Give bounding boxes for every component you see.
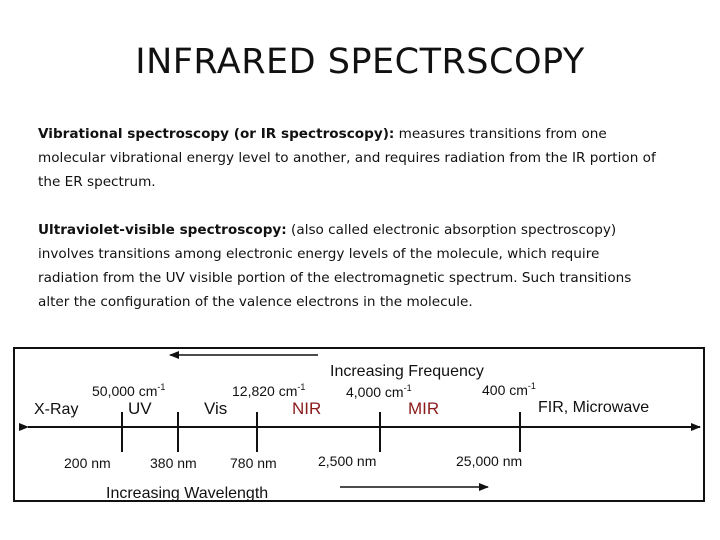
wavelength-380nm: 380 nm <box>150 455 197 471</box>
increasing-wavelength-label: Increasing Wavelength <box>106 485 268 502</box>
region-uv: UV <box>128 399 152 418</box>
uv-vis-term: Ultraviolet-visible spectroscopy: <box>38 222 287 238</box>
wavenumber-4000: 4,000 cm-1 <box>346 383 412 400</box>
increasing-frequency-label: Increasing Frequency <box>330 363 484 380</box>
wavenumber-400: 400 cm-1 <box>482 381 536 398</box>
wavelength-2500nm: 2,500 nm <box>318 453 376 469</box>
vibrational-paragraph: Vibrational spectroscopy (or IR spectros… <box>38 122 658 194</box>
vibrational-term: Vibrational spectroscopy (or IR spectros… <box>38 126 395 142</box>
uv-vis-text: (also called electronic absorption spect… <box>38 222 632 310</box>
spectrum-frame <box>13 347 705 502</box>
wavenumber-50000: 50,000 cm-1 <box>92 382 165 399</box>
slide-title: INFRARED SPECTRSCOPY <box>135 42 585 82</box>
wavelength-200nm: 200 nm <box>64 455 111 471</box>
region-nir: NIR <box>292 399 321 418</box>
uv-vis-paragraph: Ultraviolet-visible spectroscopy: (also … <box>38 218 658 314</box>
region-xray: X-Ray <box>34 401 78 418</box>
vibrational-text: measures transitions from one molecular … <box>38 126 656 190</box>
region-fir-microwave: FIR, Microwave <box>538 399 649 416</box>
region-vis: Vis <box>204 399 227 418</box>
wavelength-780nm: 780 nm <box>230 455 277 471</box>
region-mir: MIR <box>408 399 439 418</box>
wavenumber-12820: 12,820 cm-1 <box>232 382 305 399</box>
wavelength-25000nm: 25,000 nm <box>456 453 522 469</box>
